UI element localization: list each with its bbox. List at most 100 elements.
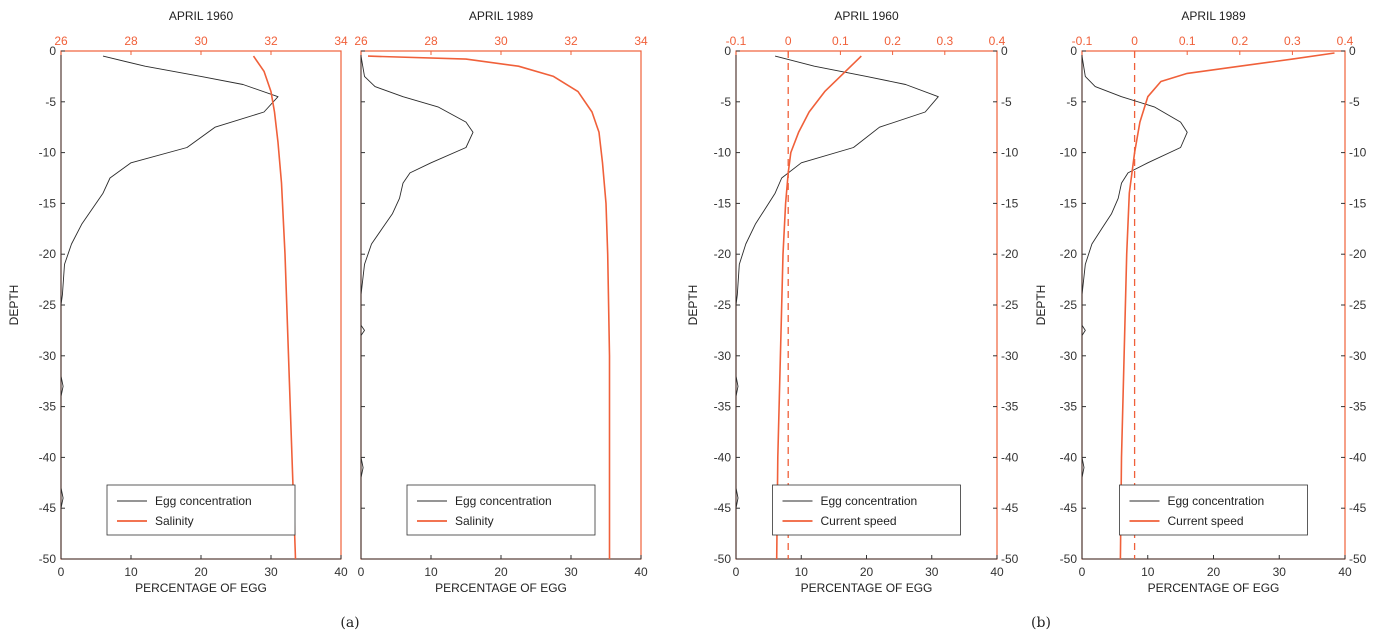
x-axis-label: PERCENTAGE OF EGG xyxy=(135,581,267,595)
x-tick-label: 30 xyxy=(264,565,278,579)
right-tick-label: -10 xyxy=(1001,146,1019,160)
right-tick-label: -25 xyxy=(1001,298,1019,312)
series-line-secondary xyxy=(1119,52,1335,560)
legend-label: Current speed xyxy=(821,514,897,528)
series-line-egg xyxy=(735,55,939,559)
plot-frame xyxy=(360,50,642,560)
top-tick-label: 30 xyxy=(194,34,208,48)
top-tick-label: 0.4 xyxy=(1337,34,1354,48)
top-tick-label: 0.1 xyxy=(832,34,849,48)
y-tick-label: -5 xyxy=(720,95,731,109)
y-axis-label: DEPTH xyxy=(7,285,21,326)
y-tick-label: 0 xyxy=(49,44,56,58)
x-axis-label: PERCENTAGE OF EGG xyxy=(1148,581,1280,595)
top-tick-label: 0.4 xyxy=(989,34,1006,48)
y-tick-label: -45 xyxy=(1060,501,1078,515)
y-tick-label: -35 xyxy=(714,400,732,414)
right-tick-label: -10 xyxy=(1349,146,1367,160)
chart-title: APRIL 1989 xyxy=(469,9,534,23)
x-tick-label: 20 xyxy=(1207,565,1221,579)
plot-frame xyxy=(735,50,998,560)
legend: Egg concentration Current speed xyxy=(772,484,961,536)
top-tick-label: 0 xyxy=(1131,34,1138,48)
y-tick-label: -30 xyxy=(1060,349,1078,363)
y-tick-label: -40 xyxy=(714,450,732,464)
right-tick-label: -50 xyxy=(1001,552,1019,566)
x-tick-label: 20 xyxy=(860,565,874,579)
legend-label: Egg concentration xyxy=(455,494,552,508)
right-tick-label: -45 xyxy=(1349,501,1367,515)
y-tick-label: -25 xyxy=(714,298,732,312)
top-tick-label: 34 xyxy=(334,34,348,48)
y-tick-label: -10 xyxy=(1060,146,1078,160)
legend: Egg concentration Salinity xyxy=(106,484,296,536)
caption-b: (b) xyxy=(1031,615,1051,631)
y-tick-label: -30 xyxy=(714,349,732,363)
top-tick-label: 0.2 xyxy=(884,34,901,48)
right-tick-label: -40 xyxy=(1001,450,1019,464)
y-tick-label: -50 xyxy=(714,552,732,566)
legend-label: Current speed xyxy=(1168,514,1244,528)
y-tick-label: -35 xyxy=(1060,400,1078,414)
legend-box xyxy=(406,484,596,536)
top-tick-label: 26 xyxy=(54,34,68,48)
top-tick-label: 28 xyxy=(124,34,138,48)
top-tick-label: 0.3 xyxy=(936,34,953,48)
legend: Egg concentration Salinity xyxy=(406,484,596,536)
x-tick-label: 20 xyxy=(194,565,208,579)
y-tick-label: -45 xyxy=(39,501,57,515)
y-tick-label: -50 xyxy=(39,552,57,566)
x-tick-label: 40 xyxy=(990,565,1004,579)
right-tick-label: -15 xyxy=(1349,196,1367,210)
series-line-egg xyxy=(1081,56,1188,559)
y-tick-label: -5 xyxy=(45,95,56,109)
y-tick-label: -50 xyxy=(1060,552,1078,566)
x-tick-label: 0 xyxy=(733,565,740,579)
right-tick-label: -35 xyxy=(1001,400,1019,414)
x-tick-label: 0 xyxy=(358,565,365,579)
caption-a: (a) xyxy=(340,615,359,631)
y-tick-label: 0 xyxy=(724,44,731,58)
legend-box xyxy=(772,484,961,536)
y-tick-label: 0 xyxy=(1070,44,1077,58)
right-tick-label: -5 xyxy=(1001,95,1012,109)
plot-frame xyxy=(60,50,342,560)
top-tick-label: 0.3 xyxy=(1284,34,1301,48)
chart-title: APRIL 1989 xyxy=(1181,9,1246,23)
top-tick-label: 26 xyxy=(354,34,368,48)
top-tick-label: -0.1 xyxy=(726,34,747,48)
right-tick-label: -40 xyxy=(1349,450,1367,464)
chart-title: APRIL 1960 xyxy=(169,9,234,23)
y-tick-label: -45 xyxy=(714,501,732,515)
x-tick-label: 30 xyxy=(564,565,578,579)
y-tick-label: -15 xyxy=(39,196,57,210)
right-tick-label: -50 xyxy=(1349,552,1367,566)
right-tick-label: -20 xyxy=(1349,247,1367,261)
y-tick-label: -20 xyxy=(1060,247,1078,261)
chart-panel-3: APRIL 1960 0 10 20 30 40 PERCENTAGE OF EGG -0.1… xyxy=(686,9,1019,595)
right-tick-label: -45 xyxy=(1001,501,1019,515)
chart-panel-2: APRIL 1989 0 10 20 30 40 PERCENTAGE OF EGG 26 28… xyxy=(354,9,648,595)
x-tick-label: 40 xyxy=(1338,565,1352,579)
y-axis-label: DEPTH xyxy=(686,285,700,326)
y-tick-label: -5 xyxy=(1066,95,1077,109)
y-tick-label: -25 xyxy=(1060,298,1078,312)
right-tick-label: -20 xyxy=(1001,247,1019,261)
series-line-egg xyxy=(360,56,474,559)
y-tick-label: -20 xyxy=(39,247,57,261)
x-tick-label: 20 xyxy=(494,565,508,579)
chart-panel-1: APRIL 1960 0 10 20 30 40 PERCENTAGE OF EGG 26 28… xyxy=(7,9,348,595)
x-tick-label: 10 xyxy=(1141,565,1155,579)
legend-box xyxy=(1119,484,1308,536)
top-tick-label: 30 xyxy=(494,34,508,48)
y-tick-label: -15 xyxy=(1060,196,1078,210)
y-tick-label: -30 xyxy=(39,349,57,363)
x-tick-label: 10 xyxy=(795,565,809,579)
series-line-egg xyxy=(60,55,279,559)
y-axis-label: DEPTH xyxy=(1034,285,1048,326)
right-tick-label: -30 xyxy=(1001,349,1019,363)
right-tick-label: -5 xyxy=(1349,95,1360,109)
right-tick-label: -15 xyxy=(1001,196,1019,210)
y-tick-label: -35 xyxy=(39,400,57,414)
